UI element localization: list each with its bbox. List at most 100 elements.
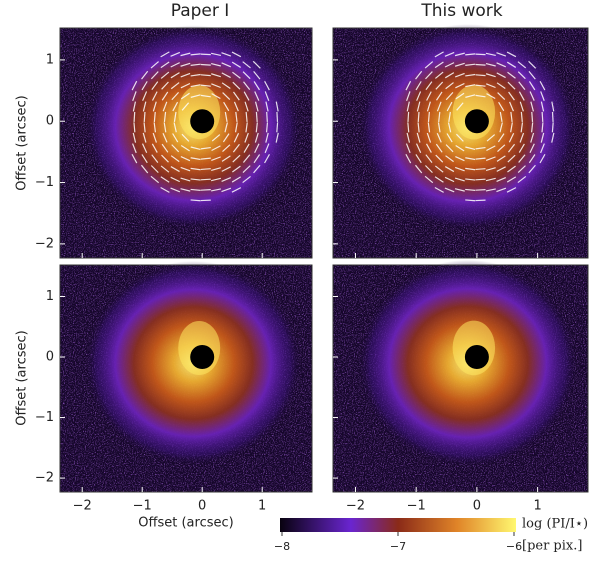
polarization-vector bbox=[414, 164, 423, 174]
polarization-vector bbox=[160, 51, 170, 58]
polarization-vector bbox=[232, 154, 241, 163]
polarization-vector bbox=[231, 176, 241, 183]
polarization-vector bbox=[253, 81, 260, 91]
polarization-vector bbox=[415, 154, 422, 164]
y-axis-label: Offset (arcsec) bbox=[15, 330, 30, 425]
polarization-vector bbox=[541, 111, 544, 122]
polarization-vector bbox=[190, 146, 201, 151]
polarization-vector bbox=[170, 62, 180, 68]
polarization-vector bbox=[520, 122, 524, 133]
polarization-vector bbox=[426, 101, 431, 112]
panel-frame bbox=[59, 264, 313, 493]
polarization-vector bbox=[150, 175, 160, 184]
polarization-vector bbox=[211, 167, 221, 172]
polarization-vector bbox=[211, 63, 221, 67]
polarization-vector bbox=[211, 93, 221, 100]
polarization-vector bbox=[465, 53, 476, 56]
polarization-vector bbox=[133, 122, 136, 133]
polarization-vector bbox=[541, 122, 544, 133]
polarization-vector bbox=[180, 188, 191, 192]
polarization-vector bbox=[243, 143, 250, 153]
x-tick-label: 1 bbox=[258, 499, 266, 514]
polarization-vector bbox=[141, 154, 148, 164]
polarization-vector bbox=[152, 132, 157, 143]
polarization-vector bbox=[475, 94, 486, 98]
polarization-vector bbox=[507, 71, 516, 79]
polarization-vector bbox=[180, 145, 190, 152]
polarization-vector bbox=[475, 84, 486, 87]
polarization-vector bbox=[235, 111, 238, 122]
polarization-vector bbox=[528, 164, 536, 174]
panel-frame bbox=[59, 27, 313, 259]
polarization-vector bbox=[221, 52, 232, 57]
polarization-vector bbox=[551, 132, 555, 143]
polarization-vector bbox=[161, 154, 169, 163]
y-tick-label: 0 bbox=[46, 350, 54, 365]
polarization-vector bbox=[200, 74, 211, 77]
polarization-vector bbox=[181, 102, 190, 111]
polarization-vector bbox=[231, 61, 241, 68]
polarization-vector bbox=[160, 61, 170, 69]
polarization-vector bbox=[485, 83, 496, 89]
polarization-vector bbox=[506, 51, 517, 58]
polarization-vector bbox=[434, 176, 444, 183]
polarization-vector bbox=[190, 188, 201, 192]
polarization-vector bbox=[132, 91, 137, 101]
polarization-vector bbox=[435, 81, 444, 90]
polarization-vector bbox=[200, 189, 211, 191]
polarization-vector bbox=[173, 122, 177, 133]
polarization-vector bbox=[243, 91, 250, 101]
column-title: This work bbox=[420, 1, 502, 21]
polarization-vector bbox=[529, 91, 535, 101]
polarization-vector bbox=[231, 187, 242, 193]
coronagraph-mask bbox=[190, 345, 215, 370]
polarization-vector bbox=[435, 71, 444, 79]
polarization-vector bbox=[231, 51, 242, 58]
polarization-vector bbox=[518, 143, 525, 153]
polarization-vector bbox=[444, 176, 455, 183]
polarization-vector bbox=[455, 145, 465, 152]
polarization-vector bbox=[264, 153, 270, 164]
polarization-vector bbox=[485, 73, 496, 78]
polarization-vector bbox=[517, 175, 527, 184]
polarization-vector bbox=[190, 199, 201, 202]
polarization-vector bbox=[190, 157, 201, 161]
polarization-vector bbox=[142, 101, 147, 112]
polarization-vector bbox=[485, 156, 496, 161]
polarization-vector bbox=[455, 156, 465, 162]
polarization-vector bbox=[475, 63, 486, 66]
polarization-vector bbox=[416, 132, 421, 143]
polarization-vector bbox=[254, 101, 259, 112]
colorbar-tick-label: −8 bbox=[274, 540, 290, 553]
polarization-vector bbox=[266, 111, 268, 122]
polarization-vector bbox=[405, 143, 411, 154]
polarization-vector bbox=[435, 143, 443, 153]
polarization-vector bbox=[528, 154, 536, 164]
polarization-vector bbox=[222, 133, 230, 143]
polarization-vector bbox=[456, 102, 464, 111]
polarization-vector bbox=[150, 61, 159, 69]
polarization-vector bbox=[447, 122, 452, 133]
polarization-vector bbox=[507, 143, 516, 153]
polarization-vector bbox=[221, 166, 231, 172]
polarization-vector bbox=[190, 178, 201, 181]
polarization-vector bbox=[153, 122, 157, 133]
polarization-vector bbox=[200, 84, 211, 87]
polarization-vector bbox=[276, 122, 279, 133]
polarization-vector bbox=[163, 111, 167, 122]
polarization-vector bbox=[506, 187, 517, 193]
polarization-vector bbox=[276, 111, 279, 122]
polarization-vector bbox=[265, 101, 269, 112]
polarization-vector bbox=[233, 133, 240, 143]
polarization-vector bbox=[465, 167, 476, 171]
polarization-vector bbox=[171, 144, 180, 153]
polarization-vector bbox=[496, 72, 506, 79]
polarization-vector bbox=[151, 81, 159, 91]
polarization-vector bbox=[436, 101, 442, 112]
polarization-vector bbox=[242, 61, 251, 69]
polarization-vector bbox=[539, 153, 546, 164]
polarization-vector bbox=[496, 62, 507, 68]
polarization-vector bbox=[540, 101, 545, 112]
y-tick-label: −2 bbox=[35, 471, 54, 486]
polarization-vector bbox=[427, 122, 431, 133]
